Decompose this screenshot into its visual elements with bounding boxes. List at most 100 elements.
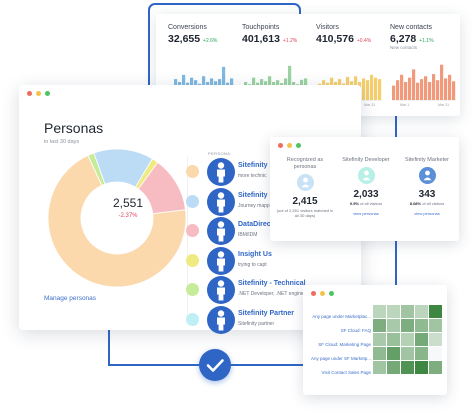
kpi-bar xyxy=(412,69,416,100)
kpi-number: 401,613 xyxy=(242,33,280,45)
heatmap-cell xyxy=(387,319,400,332)
heatmap-row-label: Visit Contact Sales Page xyxy=(321,370,371,375)
person-icon xyxy=(207,305,235,334)
kpi-bar xyxy=(420,79,424,100)
kpi-number: 32,655 xyxy=(168,33,201,45)
kpi-bar xyxy=(436,80,440,100)
divider xyxy=(187,157,188,317)
stats-value: 2,033 xyxy=(353,189,379,200)
kpi-label: Conversions xyxy=(168,24,207,31)
kpi-bar xyxy=(400,74,404,100)
heatmap-cell xyxy=(387,347,400,360)
persona-description: .NET Developer, .NET engineer, IT develo… xyxy=(238,291,339,297)
stats-note: of all visitors xyxy=(360,201,383,206)
kpi-number: 410,576 xyxy=(316,33,354,45)
stats-title: Recognized as personas xyxy=(286,157,324,170)
heatmap-cell xyxy=(401,361,414,374)
heatmap-cell xyxy=(415,333,428,346)
stats-value: 343 xyxy=(418,189,436,200)
persona-color-swatch xyxy=(186,253,199,267)
window-dot xyxy=(278,143,283,148)
heatmap-cell xyxy=(429,361,442,374)
connector-line xyxy=(108,329,110,365)
heatmap-cell xyxy=(387,333,400,346)
heatmap-cell xyxy=(401,347,414,360)
stats-percent: 0.5% of all visitors xyxy=(336,201,396,206)
heatmap-card: Any page under Marketplac... SF Cloud: FA… xyxy=(303,285,447,395)
stats-note: of all visitors xyxy=(422,201,445,206)
heatmap-cell xyxy=(429,347,442,360)
persona-name: Insight Us xyxy=(238,250,272,258)
kpi-bar xyxy=(416,82,420,100)
kpi-bar xyxy=(448,74,452,100)
window-dot xyxy=(329,291,334,296)
heatmap-cell xyxy=(415,319,428,332)
kpi-label: Visitors xyxy=(316,24,339,31)
donut-center xyxy=(81,182,153,254)
heatmap-cell xyxy=(373,319,386,332)
persona-description: more technic xyxy=(238,173,267,179)
page-title: Personas xyxy=(44,120,104,136)
window-controls xyxy=(27,91,50,96)
kpi-bar xyxy=(370,74,374,100)
heatmap-cell xyxy=(429,305,442,318)
check-icon xyxy=(199,349,231,381)
persona-row[interactable]: Sitefinity - Technical .NET Developer, .N… xyxy=(186,275,361,305)
kpi-bar xyxy=(428,82,432,100)
persona-color-swatch xyxy=(186,165,199,178)
kpi-bar xyxy=(374,77,378,100)
heatmap-cell xyxy=(373,333,386,346)
persona-row[interactable]: Insight Us trying to capt xyxy=(186,246,361,276)
window-dot xyxy=(320,291,325,296)
axis-tick-label: Mar 31 xyxy=(364,103,375,107)
persona-description: trying to capt xyxy=(238,261,267,268)
heatmap-row-label: Any page under SF Marketp... xyxy=(310,356,371,361)
connector-line xyxy=(395,240,397,287)
page-subtitle: in last 30 days xyxy=(44,139,80,145)
percent-value: 8.08% xyxy=(409,201,422,206)
kpi-bar xyxy=(408,77,412,100)
heatmap-cell xyxy=(373,305,386,318)
persona-stats-card: Recognized as personas 2,415 (out of 2,551… xyxy=(270,137,459,241)
kpi-value: 32,655 +2.6% xyxy=(168,33,236,45)
persona-color-swatch xyxy=(186,224,199,237)
persona-color-swatch xyxy=(186,312,199,326)
window-controls xyxy=(311,291,334,296)
heatmap-row-label: Any page under Marketplac... xyxy=(312,314,371,319)
kpi-number: 6,278 xyxy=(390,33,417,45)
kpi-bar xyxy=(392,85,396,100)
column-header: PERSONA xyxy=(208,151,231,156)
persona-description: IBM/IDM xyxy=(238,232,258,238)
kpi-sublabel: New contacts xyxy=(390,45,418,50)
persona-name: Sitefinity Partner xyxy=(238,309,295,317)
persona-row[interactable]: Sitefinity R Journey mapp testing xyxy=(186,187,361,217)
kpi-bar xyxy=(424,76,428,100)
manage-personas-link[interactable]: Manage personas xyxy=(44,295,97,302)
persona-row[interactable]: Sitefinity Partner Sitefinity partner xyxy=(186,305,361,335)
persona-name: Sitefinity R xyxy=(238,191,275,199)
persona-name: Sitefinity - Technical xyxy=(238,280,306,287)
heatmap-row-label: SF Cloud: FAQ xyxy=(340,328,371,333)
kpi-label: New contacts xyxy=(390,24,433,31)
view-personas-link[interactable]: view personas xyxy=(353,211,379,216)
persona-color-swatch xyxy=(186,283,199,296)
donut-change: -2.37% xyxy=(118,213,138,219)
kpi-bar xyxy=(222,66,226,100)
heatmap-cell xyxy=(415,361,428,374)
person-icon xyxy=(207,158,235,186)
heatmap-cell xyxy=(401,319,414,332)
heatmap-cell xyxy=(415,347,428,360)
stats-column: Sitefinity Marketer 343 8.08% of all visit… xyxy=(397,157,457,216)
person-icon xyxy=(296,174,314,191)
heatmap-cell xyxy=(373,361,386,374)
heatmap-cell xyxy=(401,333,414,346)
persona-row[interactable]: Sitefinity D more technic xyxy=(186,157,361,187)
axis-tick-label: Mar 31 xyxy=(438,103,449,107)
persona-name: DataDirect xyxy=(238,221,274,228)
persona-row[interactable]: DataDirect IBM/IDM xyxy=(186,216,361,246)
view-personas-link[interactable]: view personas xyxy=(414,211,440,216)
heatmap-cell xyxy=(429,319,442,332)
persona-color-swatch xyxy=(186,194,199,208)
axis-tick-label: Mar 1 xyxy=(400,103,409,107)
